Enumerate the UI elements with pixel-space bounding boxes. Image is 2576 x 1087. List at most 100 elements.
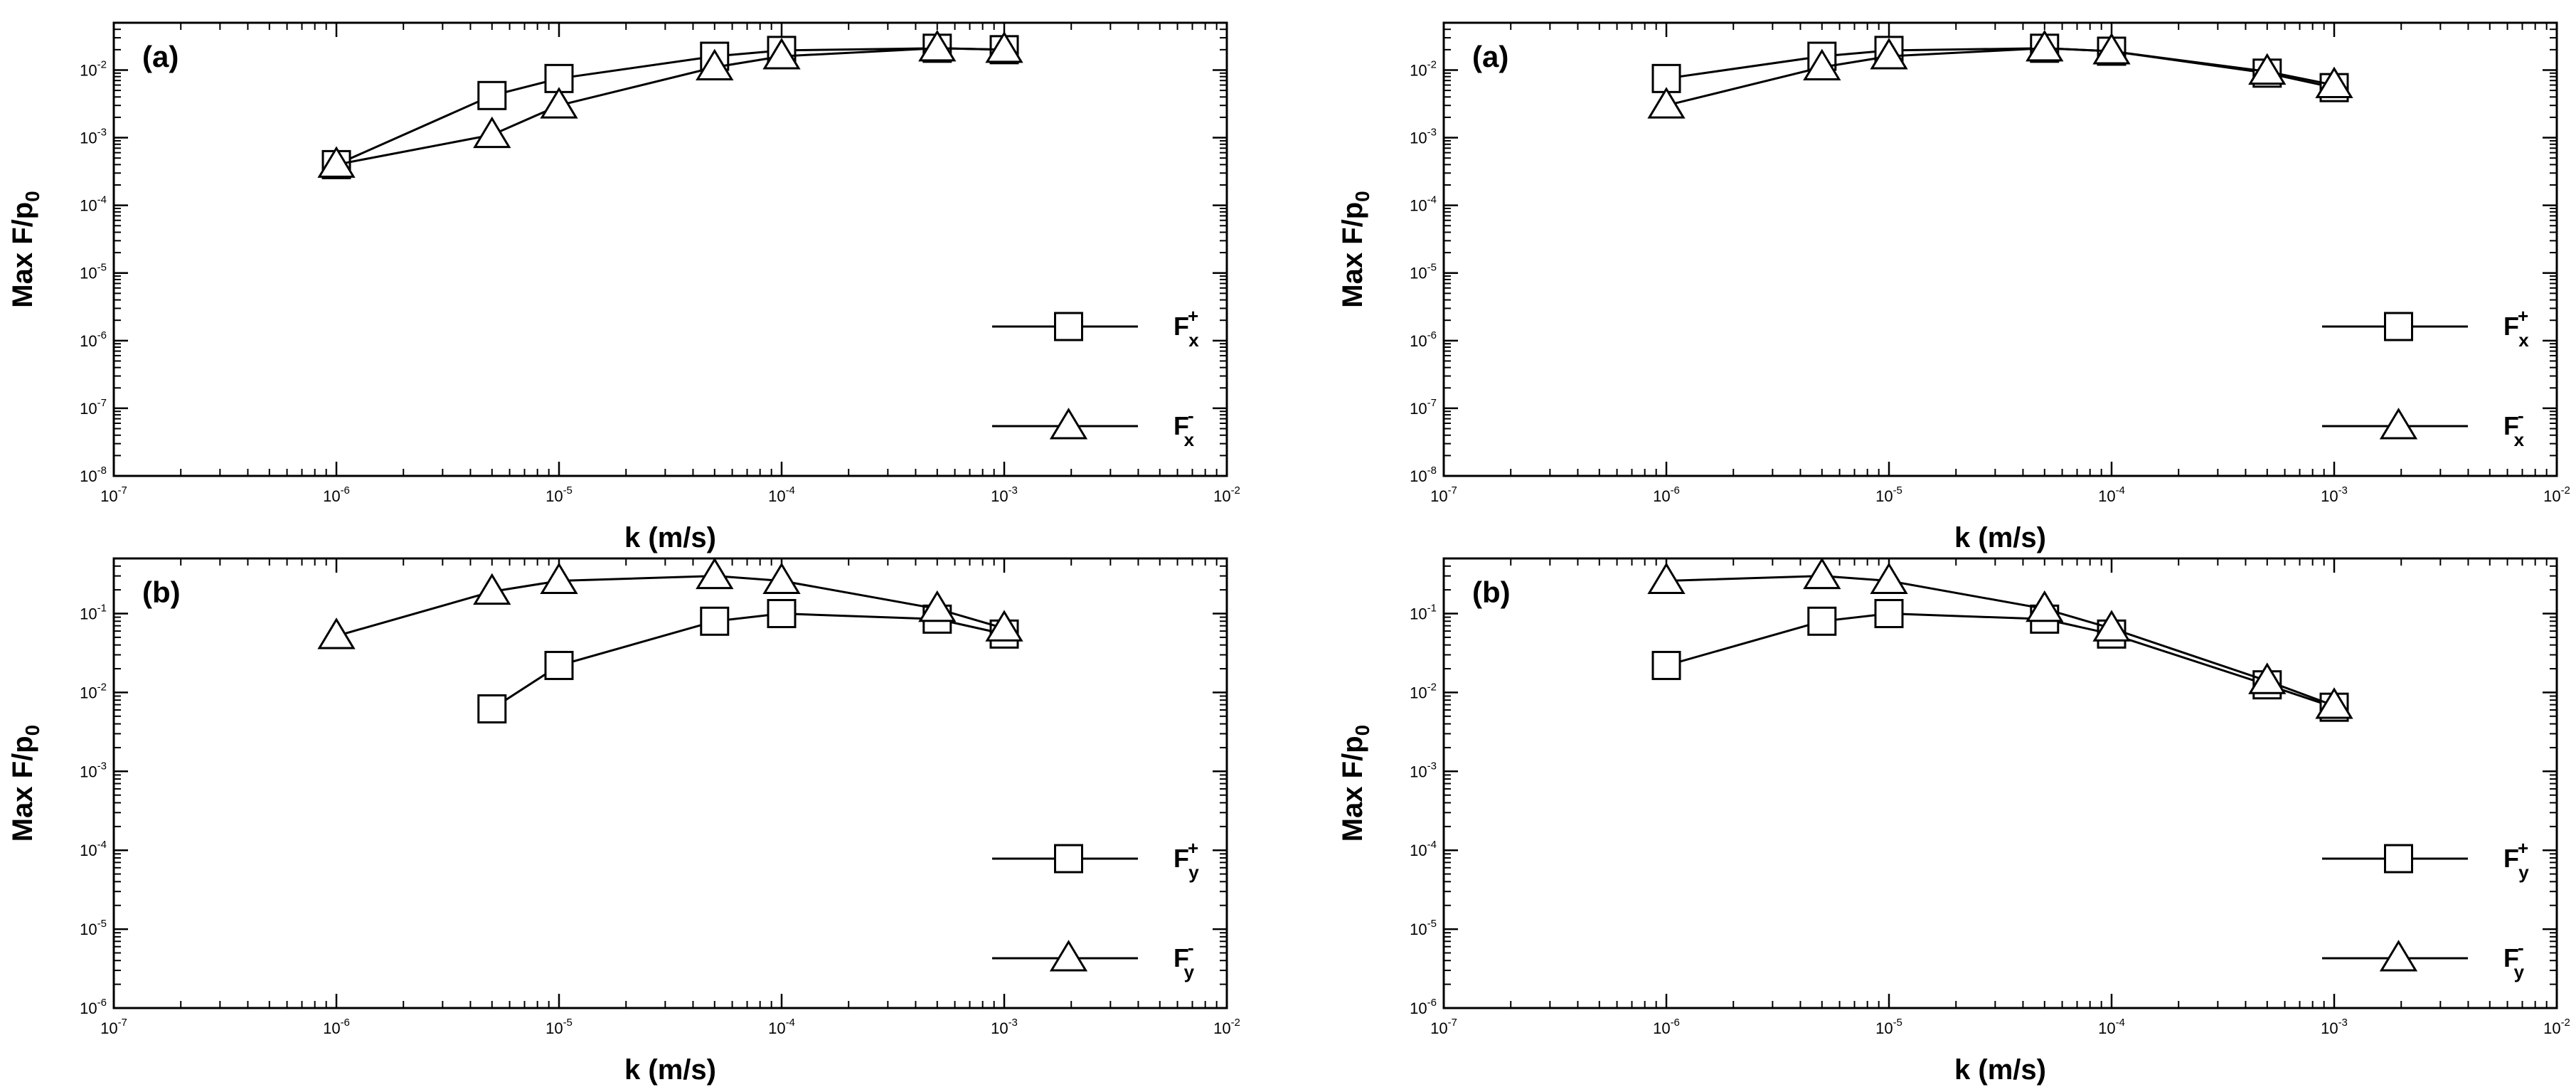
x-tick-label: 10-2 [2543, 484, 2570, 505]
y-tick-label-exponent: -6 [1427, 329, 1437, 341]
y-tick-label-exponent: -4 [1427, 839, 1437, 851]
legend-entry: F-y [992, 937, 1195, 982]
y-axis-title: Max F/p0 [7, 725, 43, 842]
y-axis-title-subscript: 0 [21, 191, 43, 202]
x-tick-label-exponent: -2 [1231, 484, 1240, 497]
x-tick-label: 10-6 [323, 484, 350, 505]
data-point-triangle [2315, 687, 2353, 719]
legend: F+ yF-y [992, 837, 1199, 982]
data-point-triangle [2026, 29, 2064, 62]
plot-frame [1442, 21, 2558, 477]
x-tick-label-exponent: -4 [2116, 1017, 2125, 1029]
data-point-triangle [317, 617, 356, 649]
data-point-triangle [1870, 38, 1908, 70]
y-tick-label-exponent: -5 [1427, 262, 1437, 274]
x-tick-label: 10-3 [2321, 1017, 2348, 1037]
y-tick-label: 10-2 [80, 58, 107, 79]
y-tick-label-exponent: -5 [97, 918, 107, 930]
y-tick-label-exponent: -4 [1427, 194, 1437, 206]
y-tick-label: 10-1 [1410, 603, 1437, 623]
x-tick-label: 10-5 [1875, 1017, 1902, 1037]
data-point-triangle [696, 557, 734, 590]
legend-label: F-x [2503, 405, 2525, 450]
data-point-triangle [918, 29, 957, 62]
y-tick-label-exponent: -6 [97, 997, 107, 1009]
y-tick-label-exponent: -6 [1427, 997, 1437, 1009]
y-axis-title-subscript: 0 [1351, 725, 1373, 736]
x-tick-label-exponent: -2 [2561, 1017, 2570, 1029]
y-tick-label-exponent: -1 [97, 603, 107, 615]
y-tick-label: 10-4 [80, 839, 107, 859]
x-tick-label-exponent: -2 [1231, 1017, 1240, 1029]
x-axis-title: k (m/s) [624, 522, 716, 553]
data-point-square [1651, 650, 1681, 680]
legend-marker-triangle [2379, 940, 2418, 972]
y-tick-label-exponent: -5 [1427, 918, 1437, 930]
data-point-triangle [762, 562, 801, 594]
legend-entry: F+ x [992, 305, 1199, 351]
y-tick-label: 10-4 [1410, 839, 1437, 859]
x-tick-label: 10-7 [100, 1017, 127, 1037]
x-axis-title: k (m/s) [1954, 1054, 2046, 1086]
legend-label-superscript: + [1188, 837, 1198, 859]
data-point-square [1874, 599, 1904, 629]
y-tick-label-exponent: -8 [97, 465, 107, 477]
legend-label: F+ x [2503, 305, 2529, 351]
legend-label-subscript: y [2518, 861, 2529, 883]
legend-label-superscript: + [2518, 305, 2528, 327]
data-point-triangle [2248, 53, 2287, 85]
series-plus [1651, 599, 2349, 722]
legend-entry: F-x [2322, 405, 2525, 450]
x-tick-label-exponent: -3 [1008, 1017, 1018, 1029]
data-point-triangle [985, 31, 1023, 63]
legend-label-subscript: x [2514, 429, 2525, 450]
x-tick-label-exponent: -7 [118, 484, 127, 497]
data-point-triangle [2092, 33, 2131, 65]
legend: F+ x F-x [2322, 305, 2529, 450]
y-tick-label: 10-3 [80, 760, 107, 780]
legend-marker-square [2384, 844, 2413, 874]
x-tick-label-exponent: -2 [2561, 484, 2570, 497]
legend-entry: F-y [2322, 937, 2525, 982]
data-point-square [544, 63, 574, 93]
data-point-square [477, 694, 507, 723]
x-tick-label-exponent: -7 [1448, 1017, 1457, 1029]
data-point-square [1651, 63, 1681, 93]
y-tick-label: 10-2 [1410, 681, 1437, 701]
series-line [336, 47, 1005, 166]
legend-label: F-y [2503, 937, 2525, 982]
y-tick-label: 10-6 [1410, 329, 1437, 350]
x-tick-label-exponent: -6 [1671, 1017, 1680, 1029]
x-tick-label: 10-2 [2543, 1017, 2570, 1037]
panel-label: (a) [142, 40, 179, 73]
data-point-triangle [1647, 562, 1686, 594]
plot-frame [112, 557, 1228, 1009]
y-tick-label-exponent: -3 [97, 760, 107, 772]
x-tick-label-exponent: -5 [563, 1017, 573, 1029]
x-tick-label: 10-7 [1430, 1017, 1457, 1037]
y-tick-label: 10-3 [80, 127, 107, 147]
legend-label-subscript: y [1188, 861, 1199, 883]
x-tick-label-exponent: -4 [786, 484, 795, 497]
y-tick-label: 10-5 [1410, 262, 1437, 282]
data-point-triangle [696, 48, 734, 81]
x-tick-label: 10-6 [1653, 484, 1680, 505]
x-tick-label: 10-3 [991, 1017, 1018, 1037]
series-plus [321, 33, 1019, 179]
y-tick-label-exponent: -2 [1427, 681, 1437, 693]
series-line [1666, 575, 2335, 707]
legend-label-subscript: y [1184, 961, 1195, 982]
y-tick-label-exponent: -3 [97, 127, 107, 139]
panel-label: (b) [1472, 576, 1511, 609]
legend-label-subscript: x [2518, 329, 2529, 351]
series-line [1666, 612, 2335, 709]
y-axis-title-subscript: 0 [21, 725, 43, 736]
legend-label-subscript: y [2514, 961, 2525, 982]
data-point-triangle [2315, 66, 2353, 99]
y-axis-title: Max F/p0 [7, 191, 43, 307]
x-tick-label: 10-2 [1213, 1017, 1240, 1037]
legend-marker-triangle [1049, 940, 1088, 972]
legend-entry: F+ y [2322, 837, 2529, 883]
series-line [1666, 47, 2335, 107]
